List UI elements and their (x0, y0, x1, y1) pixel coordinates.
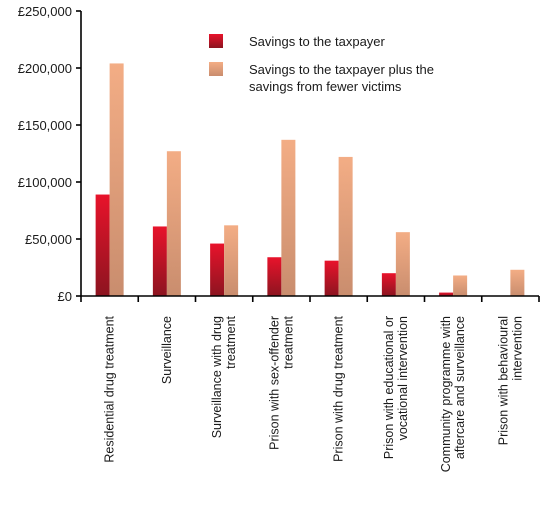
bar-taxpayer-plus-victims-5 (395, 232, 410, 296)
x-category-label: Prison with sex-offendertreatment (267, 315, 295, 449)
bar-taxpayer-plus-victims-0 (109, 63, 124, 296)
bar-taxpayer-1 (152, 226, 167, 296)
bar-taxpayer-plus-victims-4 (338, 156, 353, 296)
bar-taxpayer-plus-victims-6 (453, 275, 468, 296)
bars-group (95, 63, 525, 296)
y-axis: £0 £50,000 £100,000 £150,000 £200,000 £250,00… (18, 4, 82, 304)
legend-swatch (209, 62, 223, 76)
x-category-label: Prison with drug treatment (332, 315, 346, 461)
y-tick-label: £200,000 (18, 61, 72, 76)
bar-taxpayer-plus-victims-3 (281, 139, 296, 296)
x-category-label: Prison with behaviouralintervention (496, 316, 524, 445)
x-category-label: Surveillance with drugtreatment (210, 315, 238, 438)
legend-label: Savings to the taxpayer (249, 34, 386, 49)
bar-taxpayer-plus-victims-2 (224, 225, 239, 296)
x-category-label: Surveillance (160, 316, 174, 384)
bar-taxpayer-plus-victims-1 (166, 151, 181, 296)
bar-taxpayer-5 (381, 273, 396, 296)
y-tick-label: £100,000 (18, 175, 72, 190)
bar-taxpayer-0 (95, 194, 110, 296)
y-tick-label: £150,000 (18, 118, 72, 133)
y-tick-label: £250,000 (18, 4, 72, 19)
legend-label: Savings to the taxpayer plus the savings … (249, 62, 434, 94)
y-tick-label: £50,000 (25, 232, 72, 247)
x-category-label: Community programme withaftercare and su… (439, 316, 467, 472)
legend: Savings to the taxpayer Savings to the ta… (209, 34, 434, 94)
x-category-label: Prison with educational orvocational int… (382, 316, 410, 459)
bar-taxpayer-4 (324, 260, 339, 296)
x-axis: Residential drug treatment Surveillance Su… (80, 295, 540, 472)
bar-taxpayer-plus-victims-7 (510, 269, 525, 296)
x-category-label: Residential drug treatment (103, 315, 117, 462)
legend-swatch (209, 34, 223, 48)
bar-taxpayer-2 (210, 243, 225, 296)
bar-taxpayer-3 (267, 257, 282, 296)
bar-taxpayer-6 (439, 292, 454, 296)
y-tick-label: £0 (58, 289, 72, 304)
